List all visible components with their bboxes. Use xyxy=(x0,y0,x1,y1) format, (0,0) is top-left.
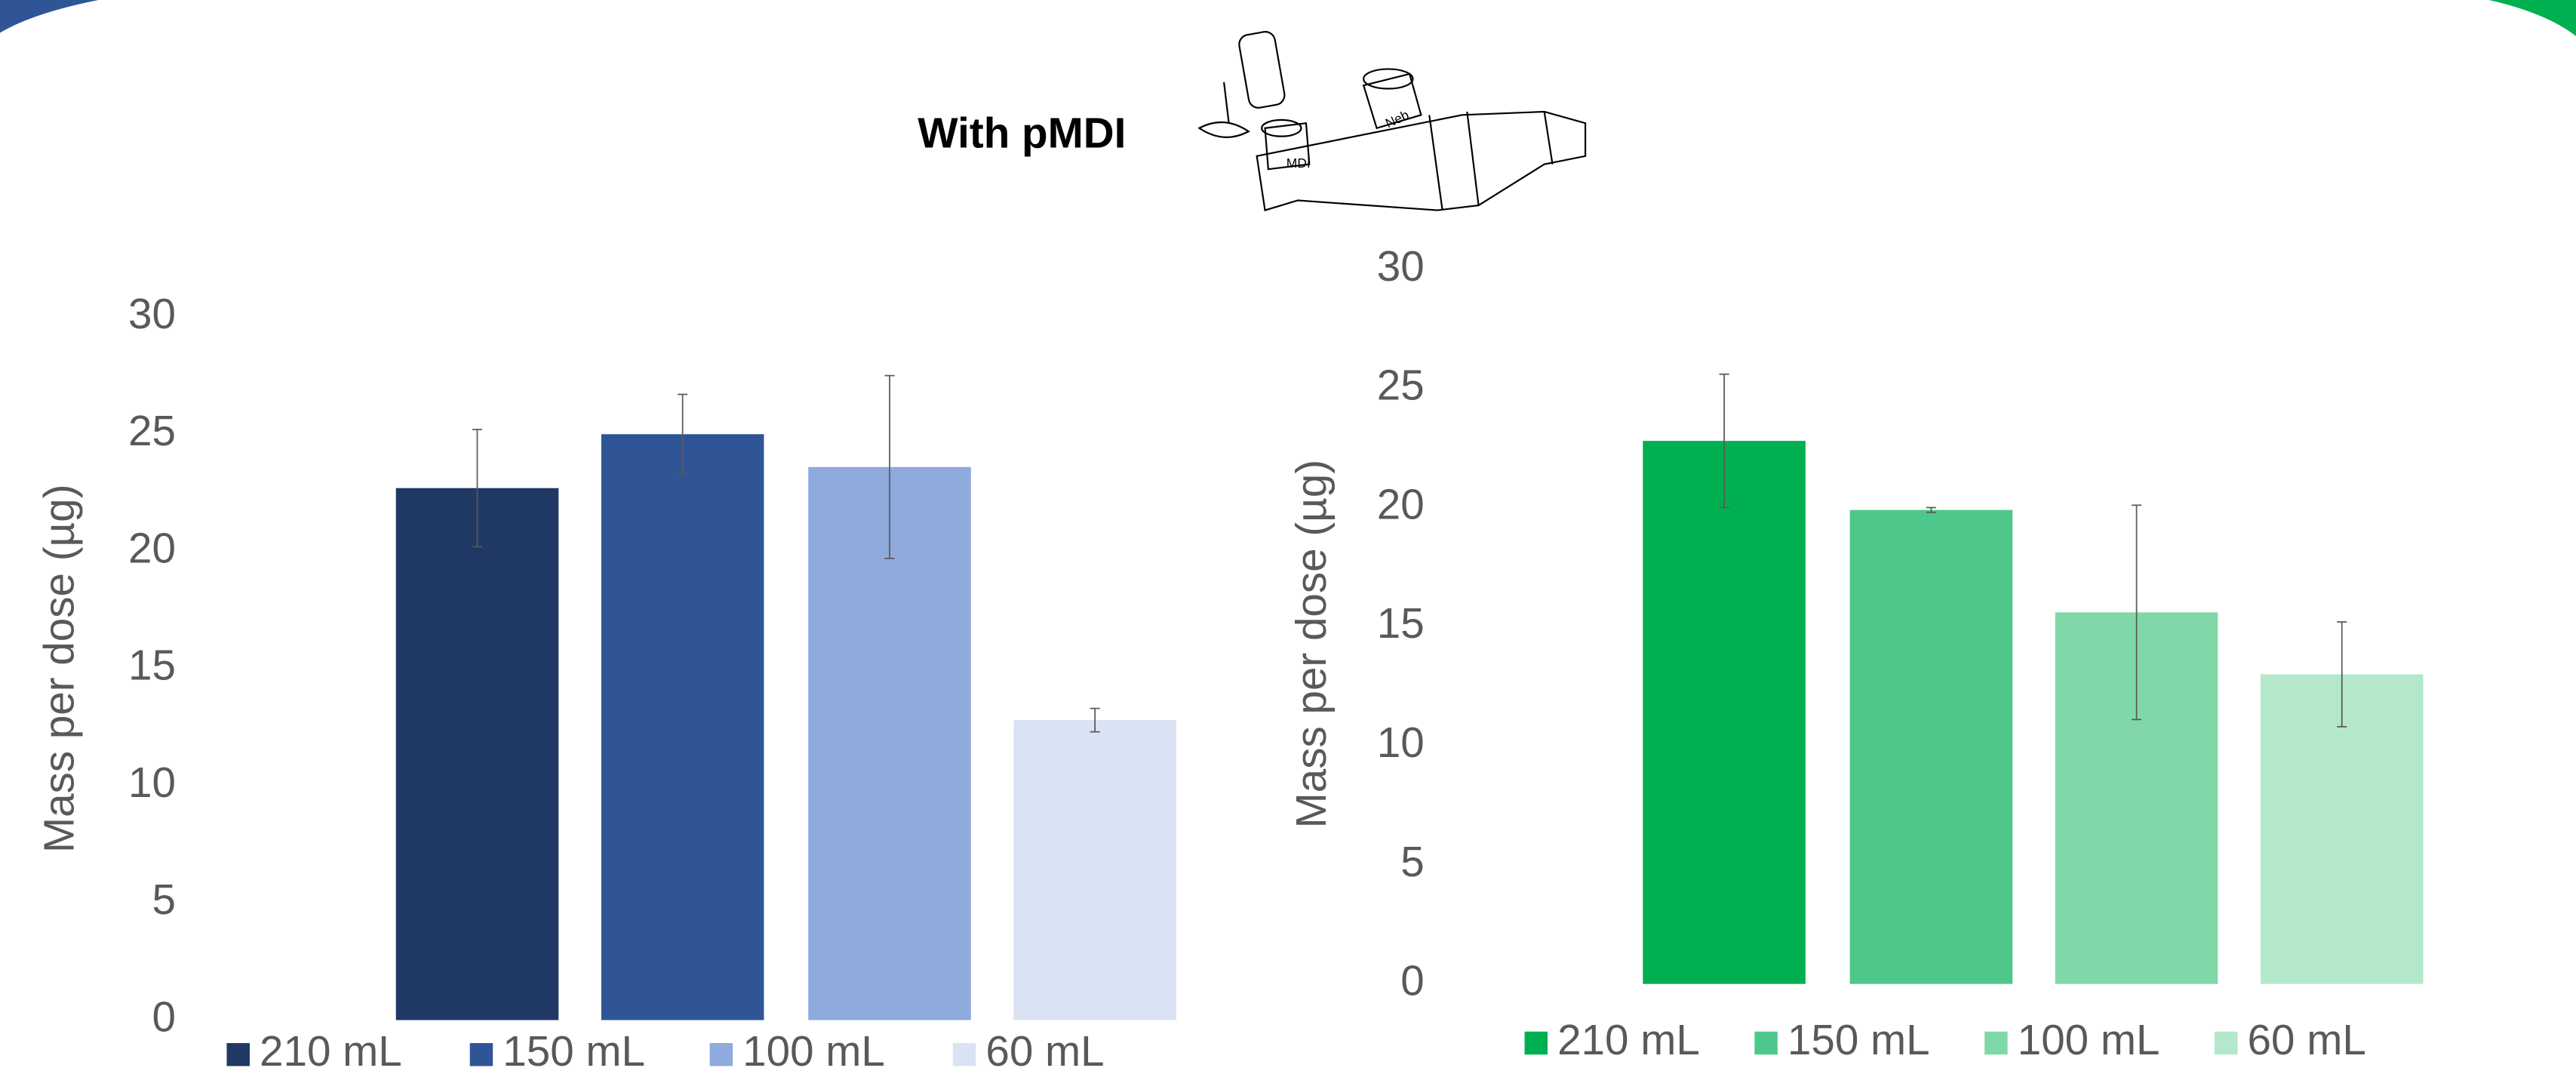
legend-label: 210 mL xyxy=(260,1027,402,1071)
y-tick-label: 25 xyxy=(128,407,176,454)
bar xyxy=(1643,441,1806,984)
corner-decoration xyxy=(2489,0,2576,36)
y-tick-label: 25 xyxy=(1377,362,1425,409)
legend-label: 60 mL xyxy=(2248,1016,2366,1063)
y-tick-label: 15 xyxy=(128,642,176,689)
legend-swatch xyxy=(710,1043,733,1066)
legend-swatch xyxy=(1984,1032,2007,1054)
y-tick-label: 15 xyxy=(1377,599,1425,647)
legend-swatch xyxy=(1525,1032,1548,1054)
header-title: With pMDI xyxy=(918,109,1126,157)
legend-swatch xyxy=(953,1043,976,1066)
y-tick-label: 20 xyxy=(128,524,176,571)
y-tick-label: 30 xyxy=(1377,242,1425,290)
y-tick-label: 0 xyxy=(152,993,175,1040)
legend-swatch xyxy=(1754,1032,1777,1054)
icon-label: Neb xyxy=(1383,107,1411,131)
legend-swatch xyxy=(2215,1032,2237,1054)
y-tick-label: 0 xyxy=(1400,957,1424,1005)
legend-label: 60 mL xyxy=(985,1027,1104,1071)
y-axis-label: Mass per dose (µg) xyxy=(35,485,83,853)
bar xyxy=(396,488,559,1020)
legend-label: 210 mL xyxy=(1557,1016,1700,1063)
y-tick-label: 5 xyxy=(152,876,175,923)
y-tick-label: 10 xyxy=(128,759,176,806)
bar xyxy=(1850,510,2013,984)
y-tick-label: 20 xyxy=(1377,480,1425,528)
legend-label: 150 mL xyxy=(1788,1016,1930,1063)
legend-label: 100 mL xyxy=(2018,1016,2160,1063)
legend-label: 100 mL xyxy=(742,1027,885,1071)
corner-decoration xyxy=(0,0,99,33)
chart: With pMDI MDI Neb 0 5 10 15 20 25 30 Mass per d… xyxy=(0,0,2576,1071)
icon-label: MDI xyxy=(1286,155,1311,171)
y-tick-label: 30 xyxy=(128,290,176,337)
legend-label: 150 mL xyxy=(503,1027,645,1071)
legend-swatch xyxy=(470,1043,493,1066)
y-tick-label: 5 xyxy=(1400,838,1424,885)
bar xyxy=(1013,720,1176,1020)
y-axis-label: Mass per dose (µg) xyxy=(1287,460,1335,828)
legend-swatch xyxy=(226,1043,249,1066)
y-tick-label: 10 xyxy=(1377,719,1425,766)
page: {"header": {"title": "With pMDI"}, "char… xyxy=(0,0,2576,1071)
bar xyxy=(601,434,764,1020)
